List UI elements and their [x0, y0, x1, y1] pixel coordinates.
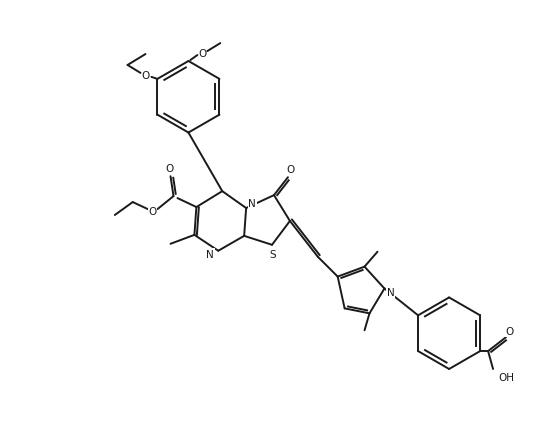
Text: N: N [206, 249, 214, 259]
Text: O: O [287, 165, 295, 175]
Text: N: N [248, 199, 256, 209]
Text: O: O [148, 207, 157, 216]
Text: O: O [198, 49, 206, 59]
Text: O: O [165, 164, 173, 174]
Text: O: O [506, 326, 514, 337]
Text: OH: OH [498, 372, 514, 382]
Text: O: O [141, 71, 149, 81]
Text: S: S [270, 249, 276, 259]
Text: N: N [387, 288, 394, 298]
